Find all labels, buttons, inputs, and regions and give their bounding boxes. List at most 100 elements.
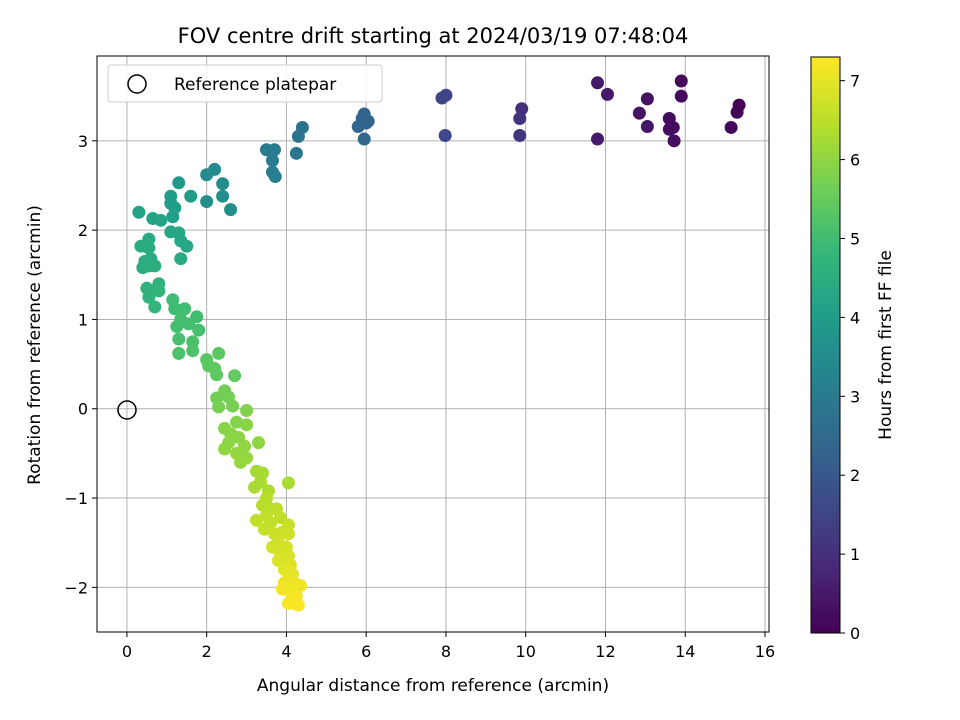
legend-marker xyxy=(127,74,147,94)
data-point xyxy=(142,241,156,255)
colorbar-tick-label: 0 xyxy=(850,624,860,643)
data-point xyxy=(180,239,194,253)
y-axis-label: Rotation from reference (arcmin) xyxy=(25,205,45,485)
data-point xyxy=(250,513,264,527)
data-point xyxy=(252,436,266,450)
x-tick-label: 0 xyxy=(122,642,132,661)
data-point xyxy=(281,527,295,541)
x-tick-label: 2 xyxy=(202,642,212,661)
colorbar-tick-label: 4 xyxy=(850,308,860,327)
x-tick-label: 16 xyxy=(755,642,775,661)
data-point xyxy=(293,579,307,593)
chart-title: FOV centre drift starting at 2024/03/19 … xyxy=(178,24,689,48)
legend-box xyxy=(107,64,383,103)
data-point xyxy=(268,170,282,184)
legend: Reference platepar xyxy=(107,64,383,103)
data-point xyxy=(172,346,186,360)
data-point xyxy=(184,189,198,203)
x-axis-label: Angular distance from reference (arcmin) xyxy=(257,676,609,696)
data-point xyxy=(216,189,230,203)
data-point xyxy=(170,320,184,334)
colorbar-ticks: 0 1 2 3 4 5 6 7 xyxy=(840,72,860,643)
data-point xyxy=(172,332,186,346)
x-tick-label: 4 xyxy=(281,642,291,661)
colorbar: 0 1 2 3 4 5 6 7 Hours from first FF file xyxy=(810,56,896,643)
data-point xyxy=(289,146,303,160)
colorbar-gradient xyxy=(811,57,840,633)
data-point xyxy=(240,418,254,432)
data-point xyxy=(192,323,206,337)
data-point xyxy=(142,290,156,304)
reference-point xyxy=(117,400,137,420)
plot-frame xyxy=(96,55,770,633)
data-point xyxy=(216,177,230,191)
data-point xyxy=(200,195,214,209)
x-tick-label: 6 xyxy=(361,642,371,661)
data-point xyxy=(168,302,182,316)
colorbar-tick-label: 5 xyxy=(850,229,860,248)
data-point xyxy=(359,116,373,130)
data-point xyxy=(240,404,254,418)
data-point xyxy=(591,76,605,90)
data-point xyxy=(435,91,449,105)
colorbar-label: Hours from first FF file xyxy=(876,250,896,440)
data-point xyxy=(154,213,168,227)
data-point xyxy=(513,128,527,142)
x-tick-label: 14 xyxy=(675,642,695,661)
data-point xyxy=(200,168,214,182)
data-point xyxy=(265,153,279,167)
x-tick-label: 8 xyxy=(441,642,451,661)
data-points xyxy=(132,74,746,612)
data-point xyxy=(142,259,156,273)
data-point xyxy=(152,284,166,298)
data-point xyxy=(674,89,688,103)
colorbar-tick-label: 3 xyxy=(850,387,860,406)
data-point xyxy=(248,480,262,494)
legend-label: Reference platepar xyxy=(174,75,336,95)
y-tick-label: 2 xyxy=(78,221,88,240)
data-point xyxy=(640,120,654,134)
data-point xyxy=(174,252,188,266)
data-point xyxy=(186,344,200,358)
data-point xyxy=(640,92,654,106)
colorbar-tick-label: 1 xyxy=(850,545,860,564)
y-tick-label: 3 xyxy=(78,132,88,151)
data-point xyxy=(212,346,226,360)
data-point xyxy=(267,143,281,157)
data-point xyxy=(591,132,605,146)
data-point xyxy=(166,210,180,224)
data-point xyxy=(438,128,452,142)
data-point xyxy=(258,522,272,536)
data-point xyxy=(600,87,614,101)
data-point xyxy=(662,122,676,136)
data-point xyxy=(515,102,529,116)
data-point xyxy=(212,400,226,414)
y-tick-label: 0 xyxy=(78,400,88,419)
data-point xyxy=(182,317,196,331)
data-point xyxy=(674,74,688,88)
colorbar-tick-label: 2 xyxy=(850,466,860,485)
colorbar-tick-label: 6 xyxy=(850,151,860,170)
grid xyxy=(97,56,769,632)
data-point xyxy=(210,368,224,382)
data-point xyxy=(287,596,301,610)
y-axis-ticks: −2 −1 0 1 2 3 xyxy=(64,132,97,597)
data-point xyxy=(667,134,681,148)
data-point xyxy=(234,455,248,469)
y-tick-label: 1 xyxy=(78,310,88,329)
data-point xyxy=(724,120,738,134)
data-point xyxy=(218,442,232,456)
data-point xyxy=(281,476,295,490)
x-tick-label: 12 xyxy=(595,642,615,661)
data-point xyxy=(224,203,238,217)
colorbar-frame xyxy=(810,56,841,634)
data-point xyxy=(513,112,527,126)
x-tick-label: 10 xyxy=(516,642,536,661)
data-point xyxy=(148,300,162,314)
data-point xyxy=(178,302,192,316)
data-point xyxy=(226,399,240,413)
data-point xyxy=(632,106,646,120)
data-point xyxy=(230,415,244,429)
data-point xyxy=(228,369,242,383)
